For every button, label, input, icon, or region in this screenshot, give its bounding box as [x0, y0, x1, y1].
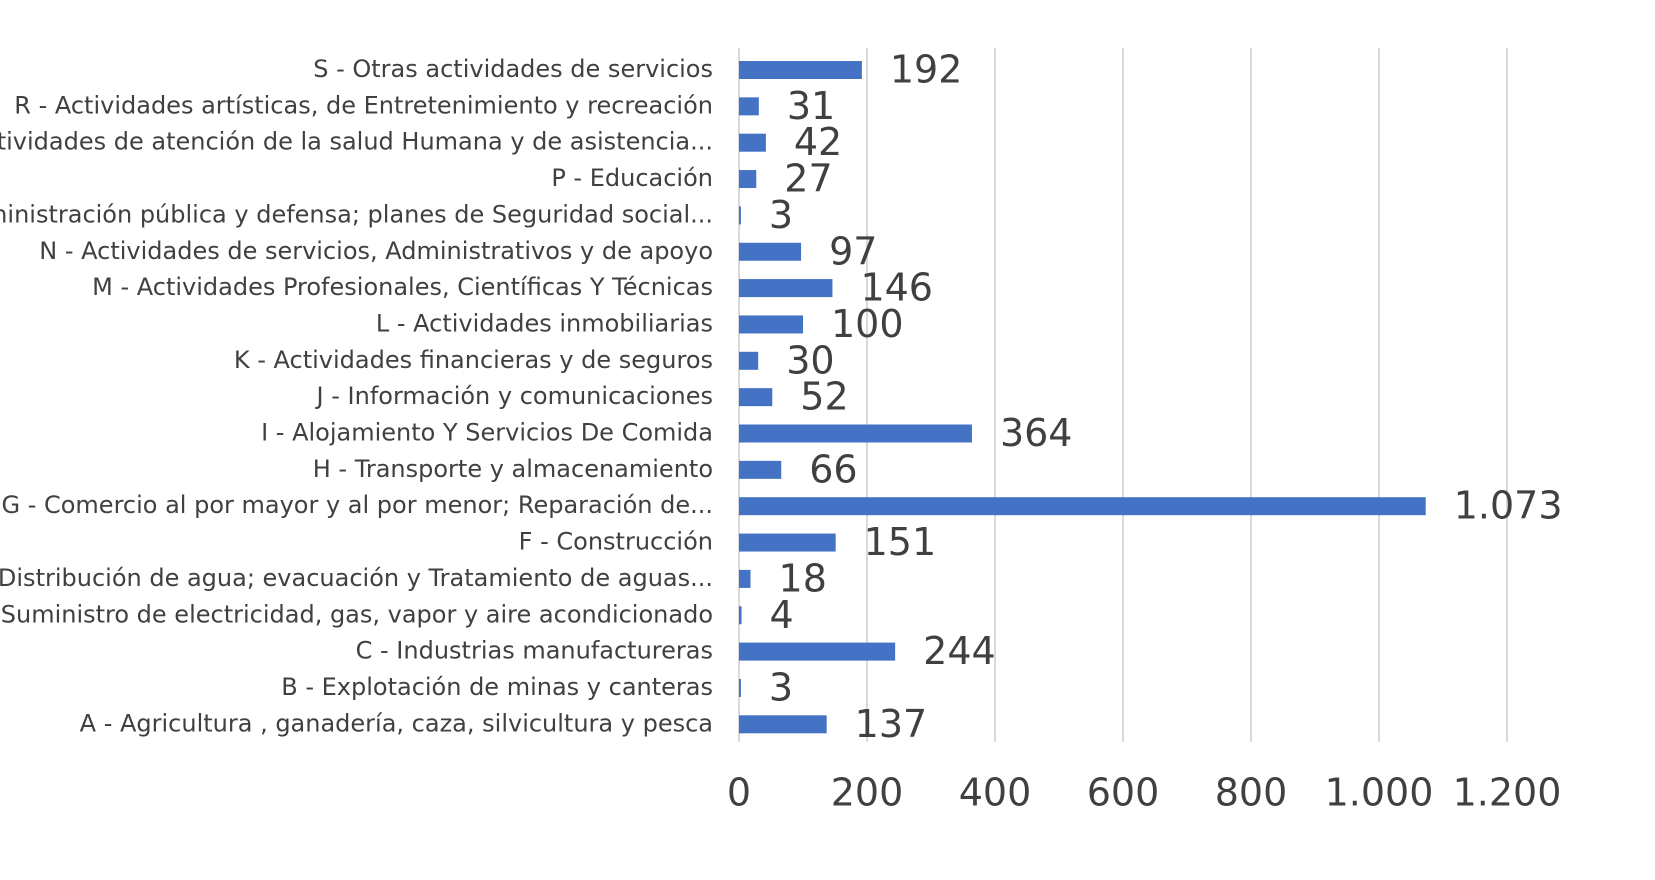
bar [739, 460, 782, 479]
category-label: D - Suministro de electricidad, gas, vap… [0, 600, 713, 628]
bar [739, 497, 1426, 516]
data-label: 192 [890, 48, 963, 92]
category-label: B - Explotación de minas y canteras [281, 673, 713, 701]
bar [739, 315, 803, 334]
bar [739, 678, 741, 697]
bar [739, 97, 759, 116]
category-label: R - Actividades artísticas, de Entreteni… [14, 91, 713, 119]
data-label: 244 [923, 629, 996, 673]
category-label: F - Construcción [519, 528, 713, 556]
bars [739, 61, 1426, 734]
bar [739, 569, 751, 588]
bar [739, 606, 742, 625]
x-tick-label: 800 [1215, 771, 1288, 815]
data-label: 52 [800, 375, 848, 419]
data-label: 31 [787, 84, 835, 128]
category-label: H - Transporte y almacenamiento [313, 455, 713, 483]
bar [739, 279, 833, 298]
category-label: P - Educación [551, 164, 713, 192]
bar [739, 642, 896, 661]
category-label: S - Otras actividades de servicios [313, 55, 713, 83]
x-axis-ticks: 0 200 400 600 800 1.000 1.200 [727, 771, 1561, 815]
category-label: K - Actividades financieras y de seguros [234, 346, 713, 374]
category-labels: S - Otras actividades de servicios R - Ac… [0, 55, 713, 737]
category-label: O - Administración pública y defensa; pl… [0, 200, 713, 228]
bar [739, 533, 836, 552]
data-label: 27 [784, 157, 832, 201]
x-tick-label: 1.200 [1453, 771, 1562, 815]
x-tick-label: 200 [831, 771, 904, 815]
data-label: 3 [769, 193, 793, 237]
bar [739, 424, 972, 443]
data-label: 100 [831, 302, 904, 346]
bar [739, 206, 741, 225]
category-label: N - Actividades de servicios, Administra… [39, 237, 713, 265]
category-label: A - Agricultura , ganadería, caza, silvi… [80, 709, 713, 737]
category-label: E - Distribución de agua; evacuación y T… [0, 564, 713, 592]
x-tick-label: 0 [727, 771, 751, 815]
category-label: I - Alojamiento Y Servicios De Comida [261, 419, 713, 447]
category-label: L - Actividades inmobiliarias [376, 309, 713, 337]
data-label: 137 [855, 702, 928, 746]
data-label: 42 [794, 120, 842, 164]
data-label: 364 [1000, 411, 1073, 455]
data-label: 1.073 [1454, 484, 1563, 528]
x-tick-label: 600 [1087, 771, 1160, 815]
category-label: M - Actividades Profesionales, Científic… [92, 273, 713, 301]
data-labels: 1923142273971461003052364661.07315118424… [769, 48, 1563, 746]
data-label: 66 [809, 447, 857, 491]
category-label: J - Información y comunicaciones [315, 382, 713, 410]
category-label: Q - Actividades de atención de la salud … [0, 128, 713, 156]
category-label: G - Comercio al por mayor y al por menor… [1, 491, 713, 519]
data-label: 30 [786, 338, 834, 382]
category-label: C - Industrias manufactureras [356, 637, 713, 665]
bar [739, 242, 802, 261]
bar [739, 170, 757, 189]
data-label: 151 [864, 520, 937, 564]
data-label: 18 [779, 556, 827, 600]
x-tick-label: 1.000 [1325, 771, 1434, 815]
bar [739, 715, 827, 734]
data-label: 3 [769, 665, 793, 709]
gridlines [738, 48, 1508, 742]
bar [739, 388, 773, 407]
data-label: 146 [860, 266, 933, 310]
data-label: 97 [829, 229, 877, 273]
bar [739, 61, 862, 79]
x-tick-label: 400 [959, 771, 1032, 815]
bar [739, 351, 759, 370]
data-label: 4 [770, 593, 794, 637]
bar [739, 133, 766, 152]
